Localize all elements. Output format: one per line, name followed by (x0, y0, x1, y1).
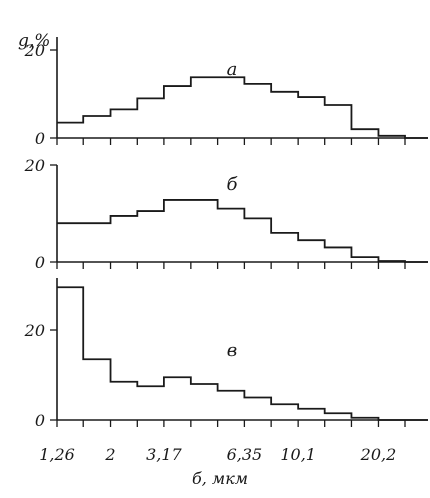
panel-label-3: в (227, 340, 237, 361)
x-tick-label-1,26: 1,26 (39, 445, 75, 464)
x-tick-label-2: 2 (104, 445, 115, 464)
histogram-step-2 (57, 200, 428, 262)
x-tick-label-3,17: 3,17 (146, 445, 182, 464)
panel-label-2: б (227, 174, 239, 195)
panel-label-1: а (227, 59, 238, 80)
x-axis-title: б, мкм (192, 469, 248, 488)
y-tick-label-3-0: 0 (35, 411, 45, 430)
histogram-step-3 (57, 287, 428, 420)
histogram-step-1 (57, 77, 428, 138)
y-tick-label-2-0: 0 (35, 253, 45, 272)
y-tick-label-3-20: 20 (24, 321, 45, 340)
x-tick-label-20,2: 20,2 (360, 445, 397, 464)
x-tick-label-10,1: 10,1 (280, 445, 316, 464)
y-tick-label-1-0: 0 (35, 129, 45, 148)
y-tick-label-2-20: 20 (24, 156, 45, 175)
y-axis-title: g,% (18, 31, 50, 51)
x-tick-label-6,35: 6,35 (227, 445, 263, 464)
